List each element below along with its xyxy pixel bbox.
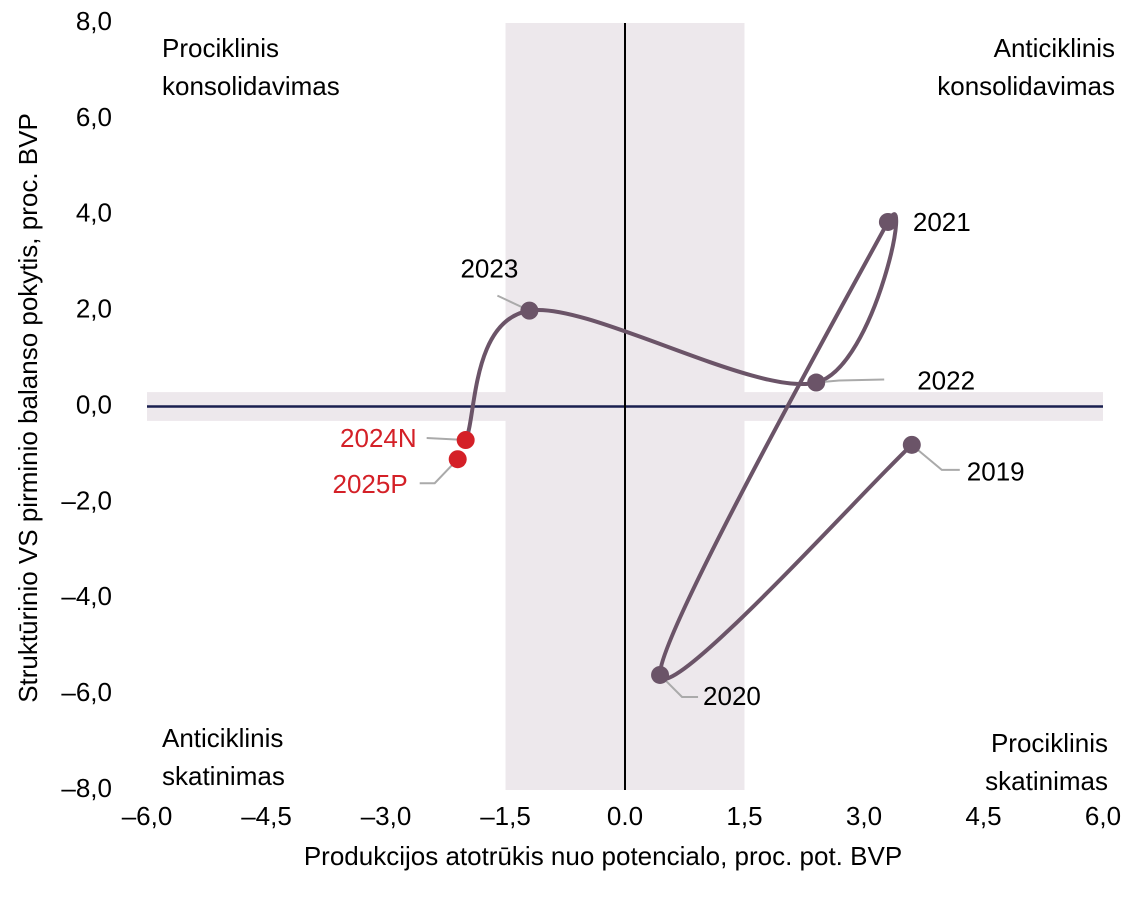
x-tick-label: 0.0 (607, 801, 643, 831)
y-tick-label: –8,0 (61, 773, 112, 803)
leader-line (911, 444, 960, 471)
annotation: Prociklinis (991, 728, 1108, 758)
point-label: 2023 (460, 254, 518, 284)
point (807, 373, 826, 392)
point (448, 450, 467, 469)
point-label: 2021 (913, 207, 971, 237)
annotation: konsolidavimas (162, 71, 340, 101)
x-tick-label: 1,5 (726, 801, 762, 831)
x-tick-label: –1,5 (480, 801, 531, 831)
annotation: skatinimas (985, 766, 1108, 796)
point-label: 2025P (333, 469, 408, 499)
y-tick-label: –2,0 (61, 485, 112, 515)
point-label: 2024N (340, 423, 417, 453)
y-tick-label: –4,0 (61, 581, 112, 611)
point-label: 2022 (917, 365, 975, 395)
x-axis-label: Produkcijos atotrūkis nuo potencialo, pr… (304, 841, 902, 871)
point (456, 431, 475, 450)
y-tick-label: 0,0 (76, 389, 112, 419)
annotation: Prociklinis (162, 33, 279, 63)
y-tick-label: 8,0 (76, 6, 112, 36)
annotation: Anticiklinis (162, 723, 283, 753)
y-tick-label: –6,0 (61, 677, 112, 707)
x-tick-label: –3,0 (361, 801, 412, 831)
annotation: skatinimas (162, 761, 285, 791)
point (651, 665, 670, 684)
x-tick-label: 6,0 (1085, 801, 1121, 831)
point (520, 301, 539, 320)
point-label: 2020 (703, 681, 761, 711)
x-tick-label: –4,5 (241, 801, 292, 831)
leader-line (419, 458, 459, 485)
annotation: konsolidavimas (937, 71, 1115, 101)
y-axis-label: Struktūrinio VS pirminio balanso pokytis… (13, 113, 43, 703)
y-tick-label: 2,0 (76, 294, 112, 324)
x-tick-label: –6,0 (122, 801, 173, 831)
y-tick-label: 6,0 (76, 102, 112, 132)
annotation: Anticiklinis (994, 33, 1115, 63)
point-label: 2019 (967, 457, 1025, 487)
y-tick-label: 4,0 (76, 198, 112, 228)
point (902, 435, 921, 454)
x-tick-label: 3,0 (846, 801, 882, 831)
leader-line (659, 674, 699, 698)
x-tick-label: 4,5 (965, 801, 1001, 831)
point (878, 212, 897, 231)
